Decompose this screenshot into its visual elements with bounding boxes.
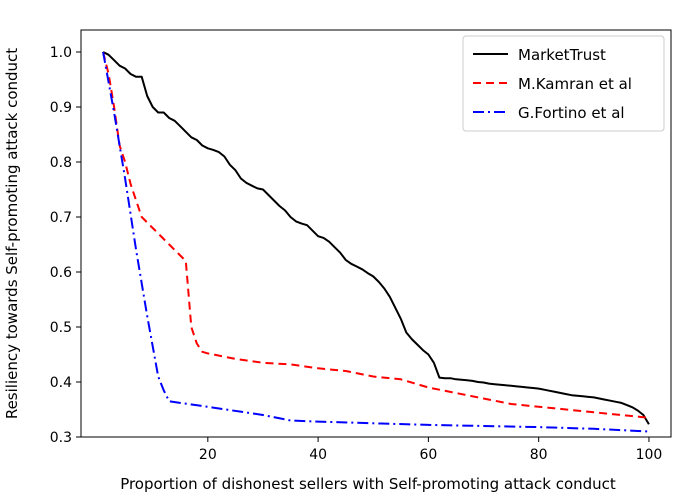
y-tick-label: 0.7 — [50, 210, 72, 226]
plot-frame — [80, 29, 672, 438]
y-tick-label: 0.5 — [50, 320, 72, 336]
x-tick-label: 20 — [199, 447, 217, 463]
y-tick-label: 0.3 — [50, 430, 72, 446]
y-axis-label: Resiliency towards Self-promoting attack… — [3, 48, 21, 419]
x-axis-label: Proportion of dishonest sellers with Sel… — [120, 475, 616, 493]
x-tick-label: 100 — [636, 447, 663, 463]
y-tick-label: 1.0 — [50, 45, 72, 61]
legend-label: G.Fortino et al — [518, 104, 625, 122]
series-layer — [102, 51, 650, 433]
legend-label: MarketTrust — [518, 46, 606, 64]
legend-label: M.Kamran et al — [518, 75, 632, 93]
y-tick-label: 0.8 — [50, 155, 72, 171]
plot-area — [80, 29, 672, 438]
x-tick-label: 40 — [309, 447, 327, 463]
legend: MarketTrust M.Kamran et al G.Fortino et al — [462, 35, 665, 132]
x-axis-ticks: 20 40 60 80 100 — [199, 437, 662, 463]
y-tick-label: 0.6 — [50, 265, 72, 281]
y-tick-label: 0.4 — [50, 375, 72, 391]
x-tick-label: 60 — [419, 447, 437, 463]
legend-box — [462, 35, 665, 132]
y-tick-label: 0.9 — [50, 100, 72, 116]
x-tick-label: 80 — [530, 447, 548, 463]
series-line-2 — [102, 51, 649, 433]
y-axis-ticks: 0.3 0.4 0.5 0.6 0.7 0.8 0.9 1.0 — [50, 45, 81, 446]
series-line-0 — [102, 51, 650, 425]
series-line-1 — [102, 51, 650, 419]
